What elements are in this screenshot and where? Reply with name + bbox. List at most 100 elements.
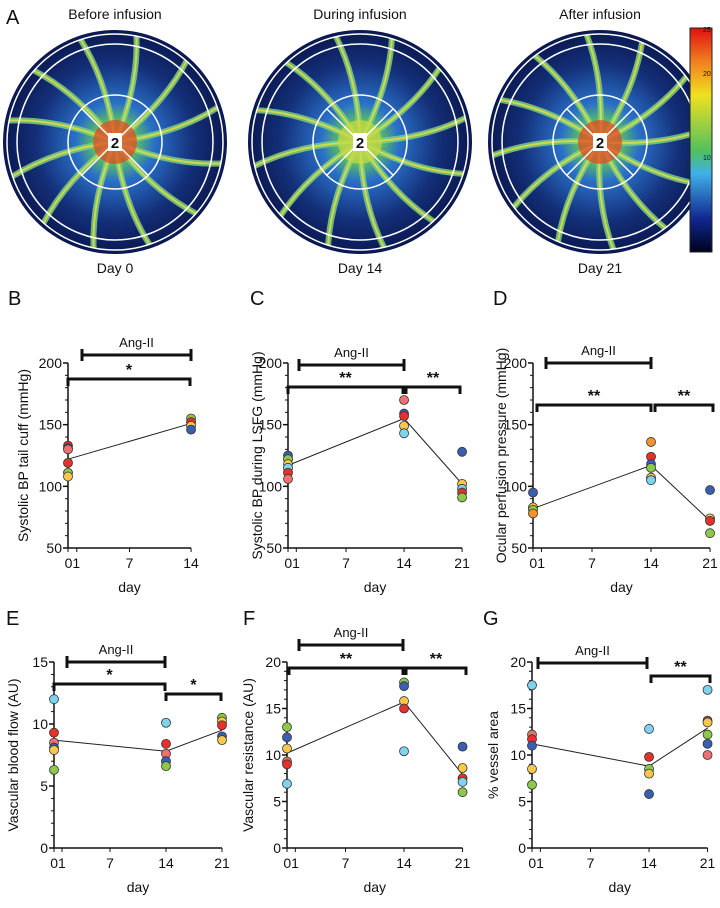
colorbar-tick: 25 (703, 27, 711, 34)
x-axis-label: day (118, 579, 141, 595)
y-tick-label: 15 (32, 654, 48, 670)
retina-image: 2 During infusion Day 14 (248, 6, 472, 276)
significance-bracket (404, 385, 462, 394)
data-point (457, 446, 467, 457)
data-point (399, 703, 409, 714)
x-tick-label: 7 (106, 855, 114, 871)
y-tick-label: 5 (273, 794, 281, 810)
y-tick-label: 150 (259, 417, 283, 433)
data-point (705, 515, 715, 526)
data-point (161, 761, 171, 772)
data-point (705, 528, 715, 539)
data-point (528, 508, 538, 519)
chart-panel-c: C 50 100 150 200 01 7 14 21 day Systolic BP during… (249, 288, 470, 595)
label-box (353, 133, 367, 151)
data-point (457, 763, 468, 773)
significance-label: * (190, 677, 197, 694)
x-tick-label: 01 (284, 555, 300, 571)
data-point (457, 492, 467, 503)
mean-line (286, 701, 463, 775)
x-tick-label: 01 (529, 555, 545, 571)
roi-label: 2 (596, 135, 604, 152)
colorbar-gradient (689, 27, 713, 253)
data-point (282, 759, 292, 770)
image-title: After infusion (559, 6, 641, 22)
mean-line (53, 729, 223, 752)
treatment-bar (297, 639, 405, 651)
mean-line (532, 464, 711, 522)
x-tick-label: 14 (396, 555, 412, 571)
outer-ring (251, 33, 469, 251)
significance-label: ** (340, 651, 353, 668)
image-caption: Day 21 (578, 260, 623, 276)
retina-image: 2 Before infusion Day 0 (3, 6, 227, 276)
y-axis-label: Vascular resistance (AU) (240, 678, 256, 832)
image-caption: Day 0 (97, 260, 134, 276)
roi-label: 2 (356, 135, 364, 152)
data-point (217, 720, 227, 731)
data-point (457, 777, 468, 787)
y-tick-label: 100 (504, 478, 528, 494)
y-tick-label: 50 (266, 540, 282, 556)
significance-bracket (52, 682, 167, 691)
significance-bracket (404, 666, 468, 675)
data-point (644, 789, 654, 799)
data-point (63, 471, 73, 482)
data-point (282, 722, 292, 732)
inner-ring (312, 94, 408, 190)
x-tick-label: 14 (183, 555, 199, 571)
data-point (644, 724, 654, 734)
data-point (283, 474, 293, 484)
data-point (49, 745, 59, 755)
retina-image: 2 After infusion Day 21 (488, 6, 712, 276)
data-point (705, 485, 715, 495)
significance-bracket (286, 385, 405, 394)
data-point (457, 787, 468, 798)
y-axis-label: Systolic BP tail cuff (mmHg) (15, 369, 31, 542)
data-point (646, 475, 656, 486)
significance-label: ** (674, 659, 687, 676)
y-tick-label: 10 (510, 747, 526, 763)
chart-panel-f: F 0 5 10 15 20 01 7 14 21 day Vascular resistance (… (240, 608, 471, 895)
data-point (399, 428, 409, 439)
mean-line (531, 727, 708, 767)
treatment-bar (544, 357, 653, 369)
y-tick-label: 0 (273, 840, 281, 856)
x-tick-label: 21 (454, 555, 470, 571)
x-tick-label: 7 (587, 855, 595, 871)
treatment-label: Ang-II (334, 625, 369, 640)
data-point (702, 738, 713, 749)
y-axis-label: % vessel area (485, 711, 501, 799)
mean-line (67, 422, 192, 460)
data-point (217, 735, 227, 746)
panel-letter: F (243, 608, 255, 630)
significance-label: ** (588, 388, 601, 405)
significance-bracket (164, 692, 223, 701)
significance-bracket (535, 403, 653, 412)
y-tick-label: 5 (518, 794, 526, 810)
y-axis-label: Systolic BP during LSFG (mmHg) (249, 351, 265, 559)
y-axis-label: Vascular blood flow (AU) (5, 678, 21, 831)
x-tick-label: 21 (702, 555, 718, 571)
y-tick-label: 0 (40, 840, 48, 856)
treatment-bar (65, 656, 167, 668)
data-point (161, 738, 171, 749)
x-tick-label: 21 (455, 855, 471, 871)
data-point (644, 768, 654, 779)
y-tick-label: 15 (510, 701, 526, 717)
image-title: Before infusion (68, 6, 161, 22)
image-title: During infusion (313, 6, 406, 22)
chart-panel-b: B 50 100 150 200 01 7 14 day Systolic BP tail cuf… (8, 288, 199, 595)
roi-label: 2 (111, 135, 119, 152)
x-axis-label: day (363, 879, 386, 895)
significance-label: * (106, 667, 113, 684)
colorbar-tick: 20 (703, 71, 711, 78)
mean-line (287, 417, 463, 485)
x-tick-label: 7 (126, 555, 134, 571)
data-point (646, 462, 656, 473)
chart-panel-g: G 0 5 10 15 20 01 7 14 21 day % vessel area Ang-II ** (483, 608, 716, 895)
data-point (702, 685, 713, 695)
data-point (161, 717, 171, 728)
